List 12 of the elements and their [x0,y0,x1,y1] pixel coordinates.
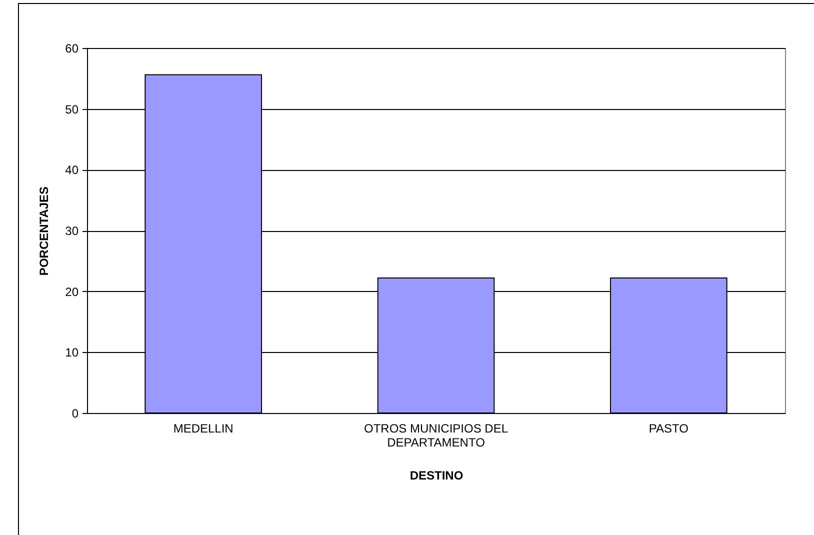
x-tick-label: MEDELLIN [173,422,234,436]
y-tick-label: 20 [65,284,79,299]
y-tick-label: 0 [72,406,79,420]
y-tick-label: 30 [65,224,79,238]
x-tick-label: OTROS MUNICIPIOS DEL DEPARTAMENTO [364,422,508,450]
y-tick-label: 40 [65,163,79,178]
x-axis-title: DESTINO [410,468,464,482]
y-tick-label: 10 [65,346,79,360]
y-tick-label: 50 [65,102,79,116]
y-axis-title: PORCENTAJES [37,186,52,276]
x-tick-label: PASTO [648,422,688,436]
y-tick-label: 60 [65,42,79,56]
